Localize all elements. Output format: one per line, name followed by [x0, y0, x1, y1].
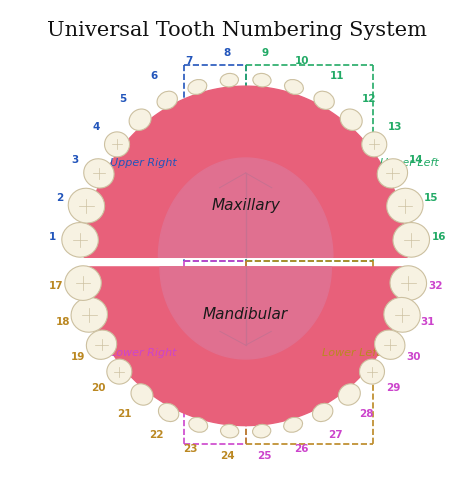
Ellipse shape: [312, 403, 333, 421]
Ellipse shape: [220, 73, 238, 87]
Text: 25: 25: [257, 451, 272, 461]
Text: Upper Left: Upper Left: [380, 158, 439, 168]
Ellipse shape: [158, 403, 179, 421]
Ellipse shape: [129, 109, 151, 131]
Text: 22: 22: [149, 430, 163, 440]
Text: 30: 30: [406, 352, 421, 361]
Ellipse shape: [86, 330, 117, 360]
Ellipse shape: [107, 359, 132, 384]
Text: 29: 29: [386, 383, 400, 393]
Ellipse shape: [253, 424, 271, 438]
Text: 8: 8: [223, 48, 230, 58]
Text: 6: 6: [151, 71, 158, 81]
Text: 2: 2: [56, 192, 64, 203]
Ellipse shape: [340, 109, 362, 131]
Ellipse shape: [62, 223, 98, 257]
Text: 20: 20: [91, 383, 106, 393]
Text: 32: 32: [428, 281, 442, 290]
Ellipse shape: [384, 298, 420, 332]
Ellipse shape: [314, 91, 334, 109]
Ellipse shape: [105, 132, 129, 157]
Text: Upper Right: Upper Right: [109, 158, 176, 168]
Ellipse shape: [188, 80, 207, 95]
Ellipse shape: [65, 266, 101, 300]
Text: 10: 10: [295, 56, 309, 66]
Text: 9: 9: [261, 48, 268, 58]
Polygon shape: [158, 158, 333, 257]
Text: Universal Tooth Numbering System: Universal Tooth Numbering System: [47, 21, 427, 40]
Ellipse shape: [283, 418, 302, 432]
Text: 23: 23: [183, 444, 198, 454]
Text: 13: 13: [388, 122, 403, 132]
Text: Mandibular: Mandibular: [203, 307, 288, 322]
Ellipse shape: [253, 73, 271, 87]
Text: Lower Right: Lower Right: [110, 348, 176, 358]
Text: 21: 21: [118, 409, 132, 419]
Ellipse shape: [131, 384, 153, 405]
Text: 28: 28: [359, 409, 374, 419]
Ellipse shape: [338, 384, 360, 405]
Text: 12: 12: [361, 94, 376, 104]
Text: 16: 16: [431, 232, 446, 242]
Text: 18: 18: [56, 317, 71, 327]
Ellipse shape: [390, 266, 427, 300]
Text: 3: 3: [71, 156, 78, 166]
Text: 17: 17: [49, 281, 64, 290]
Text: 26: 26: [294, 444, 308, 454]
Ellipse shape: [393, 223, 429, 257]
Ellipse shape: [71, 298, 108, 332]
Polygon shape: [87, 267, 404, 426]
Ellipse shape: [359, 359, 384, 384]
Polygon shape: [160, 267, 331, 359]
Text: 31: 31: [420, 317, 435, 327]
Ellipse shape: [362, 132, 387, 157]
Text: 7: 7: [186, 56, 193, 66]
Text: 19: 19: [71, 352, 85, 361]
Ellipse shape: [189, 418, 208, 432]
Text: 1: 1: [49, 232, 56, 242]
Text: 5: 5: [119, 94, 126, 104]
Text: 11: 11: [330, 71, 344, 81]
Text: Maxillary: Maxillary: [211, 198, 280, 214]
Polygon shape: [84, 86, 407, 257]
Ellipse shape: [220, 424, 239, 438]
Text: 4: 4: [92, 122, 100, 132]
Ellipse shape: [284, 80, 303, 95]
Text: 27: 27: [328, 430, 343, 440]
Ellipse shape: [374, 330, 405, 360]
Ellipse shape: [387, 188, 423, 223]
Ellipse shape: [377, 159, 408, 188]
Ellipse shape: [157, 91, 177, 109]
Ellipse shape: [68, 188, 105, 223]
Text: 24: 24: [219, 451, 234, 461]
Text: Lower Left: Lower Left: [322, 348, 380, 358]
Text: 15: 15: [424, 192, 438, 203]
Ellipse shape: [84, 159, 114, 188]
Text: 14: 14: [410, 156, 424, 166]
